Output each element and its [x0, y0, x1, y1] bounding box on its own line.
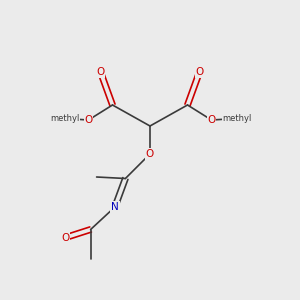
Text: O: O	[207, 115, 216, 125]
Text: N: N	[111, 202, 119, 212]
Text: O: O	[61, 232, 70, 243]
Text: O: O	[96, 67, 105, 77]
Text: O: O	[146, 149, 154, 159]
Text: O: O	[195, 67, 204, 77]
Text: methyl: methyl	[222, 114, 252, 123]
Text: methyl: methyl	[50, 114, 79, 123]
Text: O: O	[84, 115, 93, 125]
